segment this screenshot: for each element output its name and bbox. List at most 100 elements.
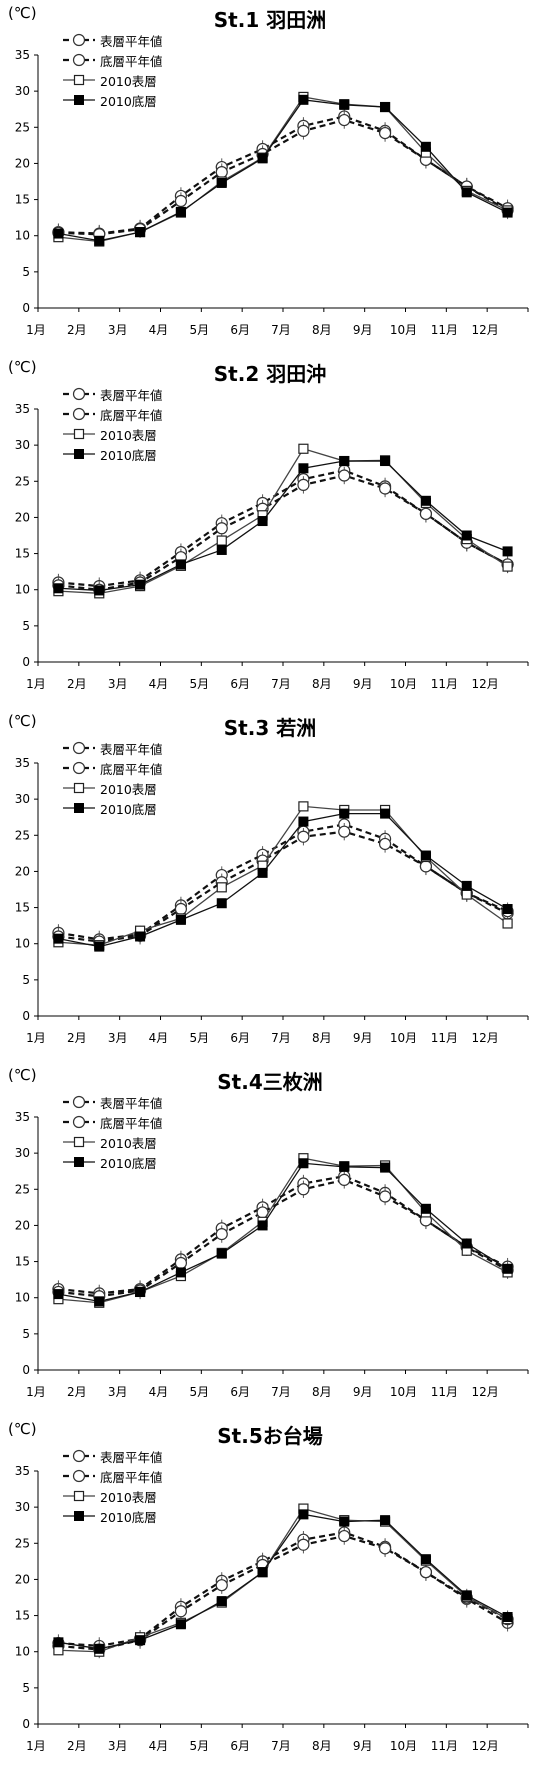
legend-item: 表層平年値 bbox=[62, 384, 163, 404]
data-point bbox=[175, 206, 186, 217]
y-tick-label: 35 bbox=[15, 48, 30, 62]
x-tick-label: 12月 bbox=[472, 1385, 499, 1399]
x-tick-label: 3月 bbox=[108, 677, 128, 691]
data-point bbox=[216, 544, 227, 555]
data-point bbox=[94, 585, 105, 596]
data-point bbox=[257, 1567, 268, 1578]
temperature-chart-panel: 0 5 10 15 20 25 30 35 1月 2月 3月 4月 5月 6月 7月 8月 9月 10月 11月 12… bbox=[0, 1062, 540, 1416]
y-tick-label: 5 bbox=[22, 973, 30, 987]
data-point bbox=[174, 1605, 188, 1618]
legend-swatch bbox=[63, 1490, 95, 1502]
y-tick-label: 5 bbox=[22, 265, 30, 279]
x-tick-label: 7月 bbox=[271, 323, 291, 337]
y-tick-label: 10 bbox=[15, 1645, 30, 1659]
legend-label: 2010底層 bbox=[100, 447, 157, 463]
data-point bbox=[502, 546, 513, 557]
x-tick-label: 12月 bbox=[472, 323, 499, 337]
data-point bbox=[94, 941, 105, 952]
data-point bbox=[461, 530, 472, 541]
chart-title: St.1 羽田洲 bbox=[213, 8, 327, 32]
data-point bbox=[257, 153, 268, 164]
x-tick-label: 2月 bbox=[67, 1385, 87, 1399]
data-point bbox=[419, 1566, 433, 1579]
x-tick-label: 9月 bbox=[353, 677, 373, 691]
y-unit-label: (℃) bbox=[8, 1066, 37, 1084]
legend-marker bbox=[72, 407, 86, 421]
y-tick-label: 0 bbox=[22, 301, 30, 315]
x-tick-label: 8月 bbox=[312, 1739, 332, 1753]
data-point bbox=[338, 1529, 351, 1543]
x-tick-label: 10月 bbox=[390, 1385, 417, 1399]
legend-item: 底層平年値 bbox=[62, 1112, 163, 1132]
x-tick-label: 9月 bbox=[353, 1385, 373, 1399]
legend-item: 2010底層 bbox=[62, 1506, 163, 1526]
data-point bbox=[216, 882, 227, 893]
legend-item: 2010底層 bbox=[62, 444, 163, 464]
data-point bbox=[461, 889, 472, 900]
legend-marker bbox=[72, 1469, 86, 1483]
data-point bbox=[297, 830, 310, 843]
data-point bbox=[339, 1161, 350, 1172]
y-tick-label: 30 bbox=[15, 1146, 30, 1160]
x-tick-label: 11月 bbox=[431, 1031, 458, 1045]
data-point bbox=[339, 808, 350, 819]
legend-marker bbox=[72, 741, 86, 755]
series-line bbox=[58, 1513, 508, 1650]
legend-swatch bbox=[63, 741, 95, 755]
x-tick-label: 8月 bbox=[312, 1031, 332, 1045]
legend-marker bbox=[73, 1136, 85, 1148]
x-tick-label: 11月 bbox=[431, 1385, 458, 1399]
data-point bbox=[378, 482, 392, 495]
legend-marker bbox=[72, 1115, 86, 1129]
x-tick-label: 3月 bbox=[108, 323, 128, 337]
data-point bbox=[339, 99, 350, 110]
series-line bbox=[58, 460, 508, 592]
legend-marker bbox=[72, 53, 86, 67]
y-tick-label: 20 bbox=[15, 156, 30, 170]
data-point bbox=[380, 808, 391, 819]
legend-marker bbox=[73, 1490, 85, 1502]
chart-svg: 0 5 10 15 20 25 30 35 1月 2月 3月 4月 5月 6月 7月 8月 9月 10月 11月 12… bbox=[15, 1464, 529, 1753]
x-tick-label: 8月 bbox=[312, 323, 332, 337]
legend-marker bbox=[72, 387, 86, 401]
x-tick-label: 6月 bbox=[230, 323, 250, 337]
data-point bbox=[175, 914, 186, 925]
data-point bbox=[216, 177, 227, 188]
legend-label: 2010底層 bbox=[100, 1509, 157, 1525]
chart-svg: 0 5 10 15 20 25 30 35 1月 2月 3月 4月 5月 6月 7月 8月 9月 10月 11月 12… bbox=[15, 48, 529, 337]
y-tick-label: 5 bbox=[22, 1327, 30, 1341]
data-point bbox=[94, 1643, 105, 1654]
y-tick-label: 35 bbox=[15, 1110, 30, 1124]
x-tick-label: 8月 bbox=[312, 677, 332, 691]
x-tick-label: 10月 bbox=[390, 1031, 417, 1045]
data-point bbox=[298, 801, 309, 812]
data-point bbox=[257, 516, 268, 527]
legend-item: 表層平年値 bbox=[62, 1446, 163, 1466]
y-tick-label: 25 bbox=[15, 1182, 30, 1196]
x-tick-label: 6月 bbox=[230, 1031, 250, 1045]
y-tick-label: 0 bbox=[22, 1717, 30, 1731]
data-point bbox=[502, 918, 513, 929]
legend-item: 底層平年値 bbox=[62, 1466, 163, 1486]
chart-svg: 0 5 10 15 20 25 30 35 1月 2月 3月 4月 5月 6月 7月 8月 9月 10月 11月 12… bbox=[15, 756, 529, 1045]
legend: 表層平年値 底層平年値 2010表層 2010底層 bbox=[62, 384, 163, 464]
y-tick-label: 20 bbox=[15, 510, 30, 524]
y-tick-label: 20 bbox=[15, 864, 30, 878]
legend-label: 2010表層 bbox=[100, 73, 157, 89]
legend-swatch bbox=[63, 1136, 95, 1148]
legend-item: 表層平年値 bbox=[62, 738, 163, 758]
legend-label: 表層平年値 bbox=[100, 1449, 163, 1465]
data-point bbox=[338, 1173, 351, 1186]
data-point bbox=[216, 898, 227, 909]
data-point bbox=[298, 463, 309, 474]
legend-marker bbox=[72, 1095, 86, 1109]
legend-item: 表層平年値 bbox=[62, 30, 163, 50]
data-point bbox=[215, 1228, 228, 1241]
x-tick-label: 11月 bbox=[431, 677, 458, 691]
legend: 表層平年値 底層平年値 2010表層 2010底層 bbox=[62, 30, 163, 110]
data-point bbox=[297, 1538, 310, 1551]
legend-item: 表層平年値 bbox=[62, 1092, 163, 1112]
y-unit-label: (℃) bbox=[8, 4, 37, 22]
y-tick-label: 25 bbox=[15, 828, 30, 842]
x-tick-label: 10月 bbox=[390, 1739, 417, 1753]
